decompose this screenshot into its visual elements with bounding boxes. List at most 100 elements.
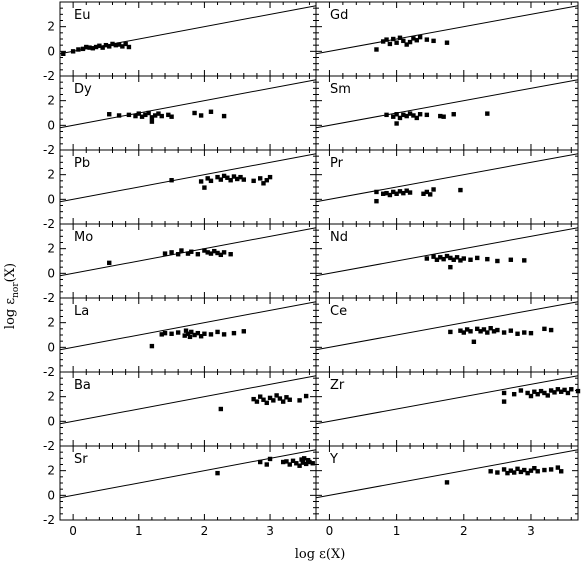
data-point xyxy=(495,327,500,333)
data-point xyxy=(535,392,540,397)
data-point xyxy=(307,459,312,465)
data-point xyxy=(221,113,227,119)
reference-line xyxy=(59,153,317,203)
data-point xyxy=(303,393,309,399)
y-tick-label: -2 xyxy=(43,365,55,379)
panel-nd: Nd xyxy=(315,223,579,299)
data-point xyxy=(491,329,497,334)
data-point xyxy=(149,115,155,120)
data-points xyxy=(169,173,273,190)
data-point xyxy=(555,465,561,470)
data-point xyxy=(488,469,493,474)
panel-label: Dy xyxy=(74,82,92,97)
data-point xyxy=(277,396,283,401)
data-point xyxy=(70,49,76,54)
y-tick-label: 0 xyxy=(47,340,55,354)
data-point xyxy=(397,35,403,40)
y-tick-label: -2 xyxy=(43,143,55,157)
data-point xyxy=(565,390,571,396)
data-point xyxy=(215,329,220,335)
data-point xyxy=(505,470,510,476)
x-tick-label: 3 xyxy=(527,524,535,538)
reference-line xyxy=(315,153,579,203)
data-point xyxy=(518,388,524,393)
data-point xyxy=(485,330,490,335)
data-point xyxy=(187,334,193,340)
data-point xyxy=(448,329,453,335)
data-points xyxy=(107,248,233,266)
data-point xyxy=(143,112,148,118)
data-point xyxy=(185,251,191,256)
reference-line xyxy=(315,449,579,499)
data-point xyxy=(542,390,547,396)
x-tick-label: 1 xyxy=(135,524,143,538)
panel-label: Mo xyxy=(74,230,93,245)
data-point xyxy=(208,109,214,114)
data-point xyxy=(162,251,168,256)
data-point xyxy=(485,256,490,262)
y-axis-title-main: log ε xyxy=(3,298,18,329)
data-point xyxy=(218,252,224,258)
data-point xyxy=(261,397,266,402)
data-point xyxy=(169,331,174,336)
data-points xyxy=(501,387,581,404)
data-point xyxy=(532,466,537,471)
data-point xyxy=(221,332,227,337)
data-point xyxy=(478,329,483,334)
data-point xyxy=(518,469,524,475)
data-points xyxy=(448,326,554,344)
data-point xyxy=(264,462,269,467)
panel-label: Ce xyxy=(330,304,347,319)
data-points xyxy=(107,109,227,124)
data-point xyxy=(120,44,125,49)
data-points xyxy=(218,393,309,412)
data-point xyxy=(424,112,430,118)
data-point xyxy=(538,388,544,394)
data-point xyxy=(404,188,409,193)
data-points xyxy=(149,328,246,349)
data-point xyxy=(468,329,473,334)
data-point xyxy=(481,327,487,332)
data-point xyxy=(411,36,416,41)
data-point xyxy=(169,178,174,183)
data-point xyxy=(441,256,446,262)
data-point xyxy=(458,258,463,263)
data-point xyxy=(241,177,246,182)
data-point xyxy=(258,176,263,181)
data-point xyxy=(251,396,256,402)
data-point xyxy=(126,44,132,50)
data-point xyxy=(431,254,436,259)
data-point xyxy=(548,467,554,472)
data-point xyxy=(287,462,292,467)
data-point xyxy=(401,38,406,44)
panel-y: Y xyxy=(315,445,579,521)
data-point xyxy=(441,114,446,119)
data-point xyxy=(110,41,115,47)
data-point xyxy=(407,190,413,195)
panel-ticks xyxy=(315,223,578,299)
data-point xyxy=(391,189,396,195)
data-point xyxy=(475,255,480,261)
data-point xyxy=(458,187,463,193)
data-point xyxy=(215,470,220,476)
data-point xyxy=(501,330,507,335)
data-point xyxy=(123,41,128,47)
data-point xyxy=(444,480,450,485)
data-point xyxy=(149,343,155,349)
data-point xyxy=(461,330,466,335)
data-point xyxy=(374,198,379,204)
y-tick-label: 2 xyxy=(47,316,55,330)
data-point xyxy=(300,460,306,465)
data-point xyxy=(80,46,86,52)
data-point xyxy=(189,249,194,254)
data-point xyxy=(555,387,561,392)
data-point xyxy=(384,190,389,196)
data-point xyxy=(149,119,155,124)
data-point xyxy=(221,250,227,255)
data-point xyxy=(198,113,204,118)
data-points xyxy=(215,456,315,476)
data-point xyxy=(212,248,217,254)
data-point xyxy=(374,189,379,195)
data-points xyxy=(61,41,132,56)
data-point xyxy=(208,332,214,337)
